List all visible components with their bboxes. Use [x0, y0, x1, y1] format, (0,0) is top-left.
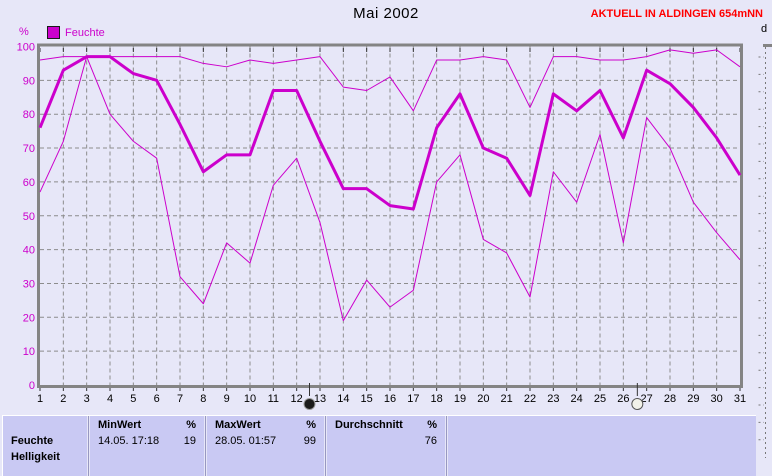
durchschnitt-header: Durchschnitt: [335, 419, 403, 431]
max-line: [39, 49, 741, 112]
svg-text:70: 70: [23, 143, 35, 155]
table-separator: [88, 416, 89, 476]
maxwert-datetime: 28.05. 01:57: [215, 435, 277, 447]
svg-text:80: 80: [23, 109, 35, 121]
svg-text:28: 28: [664, 393, 676, 405]
svg-text:24: 24: [571, 393, 583, 405]
svg-text:2: 2: [60, 393, 66, 405]
weather-station-screen: { "header": { "title": "Mai 2002", "stat…: [2, 5, 772, 476]
table-separator: [325, 416, 326, 476]
svg-text:26: 26: [617, 393, 629, 405]
svg-text:6: 6: [154, 393, 160, 405]
svg-text:15: 15: [361, 393, 373, 405]
svg-text:12: 12: [291, 393, 303, 405]
maxwert-value: 99: [303, 435, 316, 447]
sensor-name: Feuchte: [11, 435, 54, 447]
maxwert-unit: %: [306, 419, 316, 431]
svg-text:21: 21: [501, 393, 513, 405]
svg-text:11: 11: [268, 393, 279, 405]
legend-label: Feuchte: [65, 26, 105, 39]
table-separator: [446, 416, 447, 476]
durchschnitt-unit: %: [427, 419, 437, 431]
sensor-label-cell: Feuchte Helligkeit: [3, 416, 87, 476]
humidity-chart: 1 2 3 4 5 6 7 8 9 10 11 12 13 14 15 16 17 18 19 20 21 22 23 24 2…: [17, 42, 772, 458]
mean-line: [38, 55, 742, 211]
svg-text:3: 3: [84, 393, 90, 405]
svg-text:5: 5: [130, 393, 136, 405]
svg-text:90: 90: [23, 75, 35, 87]
svg-text:23: 23: [547, 393, 559, 405]
svg-text:19: 19: [454, 393, 466, 405]
svg-text:16: 16: [384, 393, 396, 405]
maxwert-cell: MaxWert % 28.05. 01:57 99: [207, 416, 324, 476]
min-line: [39, 56, 741, 322]
minwert-header: MinWert: [98, 419, 142, 431]
svg-text:50: 50: [23, 211, 35, 223]
legend: Feuchte: [47, 26, 105, 39]
maxwert-header: MaxWert: [215, 419, 261, 431]
svg-text:18: 18: [431, 393, 443, 405]
svg-text:20: 20: [23, 312, 35, 324]
svg-text:30: 30: [711, 393, 723, 405]
svg-text:25: 25: [594, 393, 606, 405]
empty-cell: [448, 416, 756, 476]
svg-text:7: 7: [177, 393, 183, 405]
svg-text:29: 29: [687, 393, 699, 405]
durchschnitt-cell: Durchschnitt % 76: [327, 416, 445, 476]
minwert-unit: %: [186, 419, 196, 431]
page-title: Mai 2002: [353, 5, 419, 22]
svg-text:31: 31: [734, 393, 746, 405]
svg-text:22: 22: [524, 393, 536, 405]
svg-text:27: 27: [641, 393, 653, 405]
new-moon-icon: [303, 398, 316, 410]
table-separator: [205, 416, 206, 476]
svg-text:40: 40: [23, 245, 35, 257]
minwert-datetime: 14.05. 17:18: [98, 435, 160, 447]
legend-swatch-icon: [47, 26, 60, 39]
svg-text:9: 9: [224, 393, 230, 405]
station-banner: AKTUELL IN ALDINGEN 654mNN: [590, 8, 763, 20]
svg-text:30: 30: [23, 278, 35, 290]
minwert-value: 19: [183, 435, 196, 447]
svg-text:10: 10: [244, 393, 256, 405]
next-sensor-name: Helligkeit: [11, 451, 60, 463]
stats-table: Feuchte Helligkeit MinWert % 14.05. 17:1…: [2, 415, 756, 476]
svg-text:10: 10: [23, 346, 35, 358]
svg-text:0: 0: [29, 380, 35, 392]
svg-text:17: 17: [407, 393, 419, 405]
full-moon-icon: [631, 398, 644, 410]
minwert-cell: MinWert % 14.05. 17:18 19: [90, 416, 204, 476]
svg-text:4: 4: [107, 393, 113, 405]
y-axis-unit-label: %: [19, 26, 29, 38]
svg-text:1: 1: [37, 393, 43, 405]
svg-text:8: 8: [200, 393, 206, 405]
durchschnitt-value: 76: [424, 435, 437, 447]
svg-text:13: 13: [314, 393, 326, 405]
svg-text:20: 20: [477, 393, 489, 405]
svg-text:60: 60: [23, 177, 35, 189]
svg-text:100: 100: [17, 42, 35, 54]
next-panel-label: d: [761, 23, 768, 35]
svg-text:14: 14: [337, 393, 349, 405]
